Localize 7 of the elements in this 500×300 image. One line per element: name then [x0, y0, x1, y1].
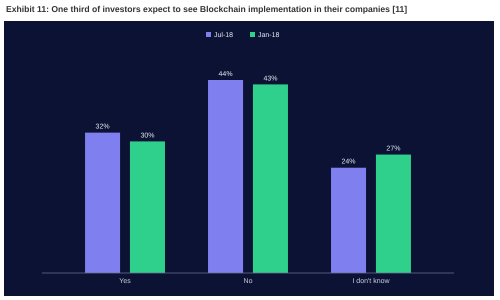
chart-title: Exhibit 11: One third of investors expect to see Blockchain implementation in their companies [11] — [6, 4, 408, 14]
bar — [331, 168, 366, 273]
bar — [252, 84, 288, 273]
bar — [130, 141, 165, 273]
bar — [376, 154, 411, 273]
bar — [208, 80, 244, 273]
bar — [85, 132, 120, 273]
